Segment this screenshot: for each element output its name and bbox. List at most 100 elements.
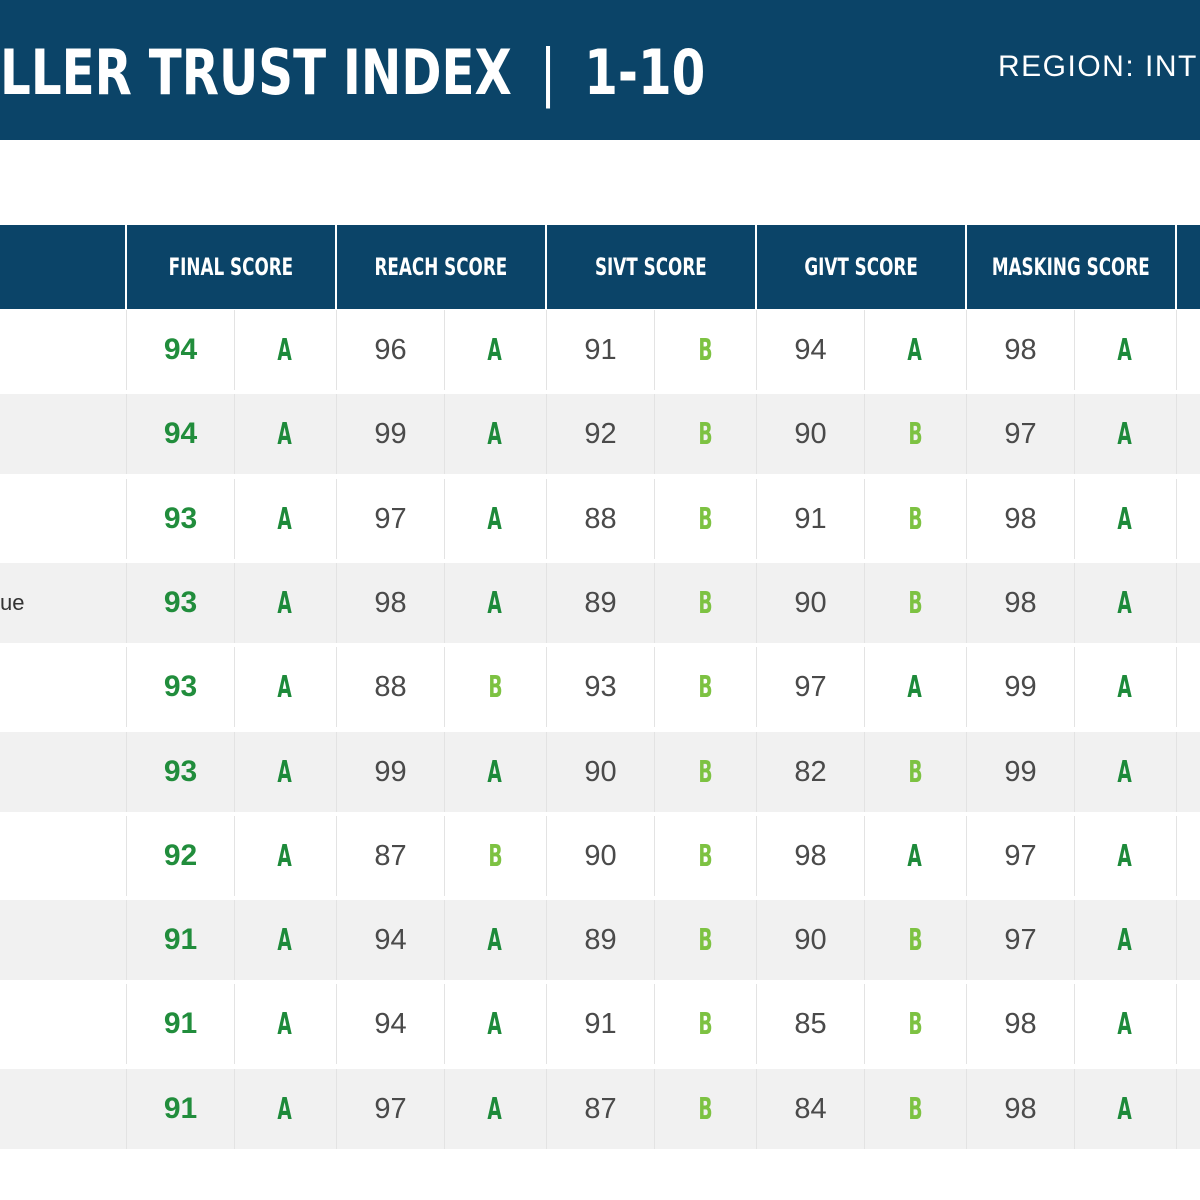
masking-score-cell: 98	[967, 479, 1074, 559]
sivt-score-value: 90	[584, 755, 617, 788]
table-row[interactable]: 94 A 96 A 91 B 94 A 98 A	[0, 310, 1200, 390]
sivt-score-grade-cell: B	[655, 984, 755, 1064]
grade-badge: A	[487, 1091, 503, 1127]
cell-divider	[1074, 732, 1075, 812]
table-row[interactable]: 93 A 88 B 93 B 97 A 99 A	[0, 647, 1200, 727]
table-row[interactable]: 91 A 94 A 91 B 85 B 98 A	[0, 984, 1200, 1064]
column-header-label: SIVT SCORE	[595, 253, 707, 281]
cell-divider	[234, 1069, 235, 1149]
masking-score-grade-cell: A	[1075, 1069, 1175, 1149]
table-row[interactable]: ue 93 A 98 A 89 B 90 B 98 A	[0, 563, 1200, 643]
table-row[interactable]: 94 A 99 A 92 B 90 B 97 A	[0, 394, 1200, 474]
cell-divider	[126, 479, 127, 559]
cell-divider	[1176, 732, 1177, 812]
cell-divider	[234, 984, 235, 1064]
cell-divider	[336, 816, 337, 896]
cell-divider	[126, 816, 127, 896]
masking-score-cell: 97	[967, 900, 1074, 980]
masking-score-value: 98	[1004, 502, 1037, 535]
grade-badge: A	[277, 838, 293, 874]
final-score-grade-cell: A	[235, 310, 335, 390]
title-separator: |	[539, 36, 557, 109]
column-header-label: MASKING SCORE	[992, 253, 1150, 281]
sivt-score-cell: 89	[547, 900, 654, 980]
table-row[interactable]: 92 A 87 B 90 B 98 A 97 A	[0, 816, 1200, 896]
givt-score-value: 98	[794, 839, 827, 872]
grade-badge: B	[697, 1006, 713, 1042]
givt-score-grade-cell: B	[865, 732, 965, 812]
sivt-score-value: 91	[584, 333, 617, 366]
final-score-value: 93	[163, 586, 198, 619]
masking-score-value: 97	[1004, 923, 1037, 956]
title-banner: LLER TRUST INDEX | 1-10 REGION: INT	[0, 0, 1200, 140]
cell-divider	[336, 900, 337, 980]
masking-score-value: 99	[1004, 755, 1037, 788]
givt-score-cell: 97	[757, 647, 864, 727]
givt-score-value: 90	[794, 923, 827, 956]
cell-divider	[444, 310, 445, 390]
final-score-value: 91	[163, 1092, 198, 1125]
givt-score-grade-cell: B	[865, 984, 965, 1064]
masking-score-cell: 98	[967, 984, 1074, 1064]
header-divider	[755, 225, 757, 309]
grade-badge: A	[1117, 1091, 1133, 1127]
column-header-final-score[interactable]: FINAL SCORE	[127, 225, 335, 309]
cell-divider	[1074, 394, 1075, 474]
final-score-cell: 93	[127, 563, 234, 643]
cell-divider	[234, 310, 235, 390]
column-header-sivt-score[interactable]: SIVT SCORE	[547, 225, 755, 309]
table-row[interactable]: 93 A 97 A 88 B 91 B 98 A	[0, 479, 1200, 559]
column-header-masking-score[interactable]: MASKING SCORE	[967, 225, 1175, 309]
column-header-reach-score[interactable]: REACH SCORE	[337, 225, 545, 309]
masking-score-value: 98	[1004, 1092, 1037, 1125]
sivt-score-value: 88	[584, 502, 617, 535]
grade-badge: B	[697, 332, 713, 368]
table-row[interactable]: 91 A 94 A 89 B 90 B 97 A	[0, 900, 1200, 980]
cell-divider	[234, 816, 235, 896]
table-row[interactable]: 91 A 97 A 87 B 84 B 98 A	[0, 1069, 1200, 1149]
reach-score-value: 87	[374, 839, 407, 872]
cell-divider	[864, 816, 865, 896]
column-header-givt-score[interactable]: GIVT SCORE	[757, 225, 965, 309]
cell-divider	[444, 1069, 445, 1149]
sivt-score-value: 87	[584, 1092, 617, 1125]
sivt-score-cell: 90	[547, 732, 654, 812]
cell-divider	[1074, 479, 1075, 559]
masking-score-cell: 98	[967, 310, 1074, 390]
cell-divider	[654, 900, 655, 980]
sivt-score-grade-cell: B	[655, 1069, 755, 1149]
reach-score-value: 94	[374, 1007, 407, 1040]
grade-badge: B	[907, 922, 923, 958]
cell-divider	[1176, 984, 1177, 1064]
cell-divider	[444, 984, 445, 1064]
givt-score-cell: 90	[757, 563, 864, 643]
givt-score-grade-cell: B	[865, 479, 965, 559]
reach-score-cell: 94	[337, 984, 444, 1064]
cell-divider	[966, 479, 967, 559]
grade-badge: B	[697, 838, 713, 874]
givt-score-value: 94	[794, 333, 827, 366]
cell-divider	[546, 816, 547, 896]
cell-divider	[966, 310, 967, 390]
grade-badge: A	[1117, 754, 1133, 790]
cell-divider	[234, 394, 235, 474]
grade-badge: A	[277, 754, 293, 790]
cell-divider	[1176, 310, 1177, 390]
cell-divider	[336, 647, 337, 727]
final-score-cell: 94	[127, 394, 234, 474]
cell-divider	[444, 479, 445, 559]
grade-badge: A	[277, 416, 293, 452]
reach-score-grade-cell: A	[445, 310, 545, 390]
cell-divider	[756, 394, 757, 474]
cell-divider	[444, 816, 445, 896]
sivt-score-cell: 90	[547, 816, 654, 896]
grade-badge: A	[1117, 922, 1133, 958]
grade-badge: B	[487, 838, 503, 874]
table-row[interactable]: 93 A 99 A 90 B 82 B 99 A	[0, 732, 1200, 812]
final-score-value: 93	[163, 502, 198, 535]
grade-badge: B	[907, 585, 923, 621]
cell-divider	[126, 1069, 127, 1149]
cell-divider	[1074, 816, 1075, 896]
masking-score-value: 98	[1004, 586, 1037, 619]
final-score-value: 92	[163, 839, 198, 872]
